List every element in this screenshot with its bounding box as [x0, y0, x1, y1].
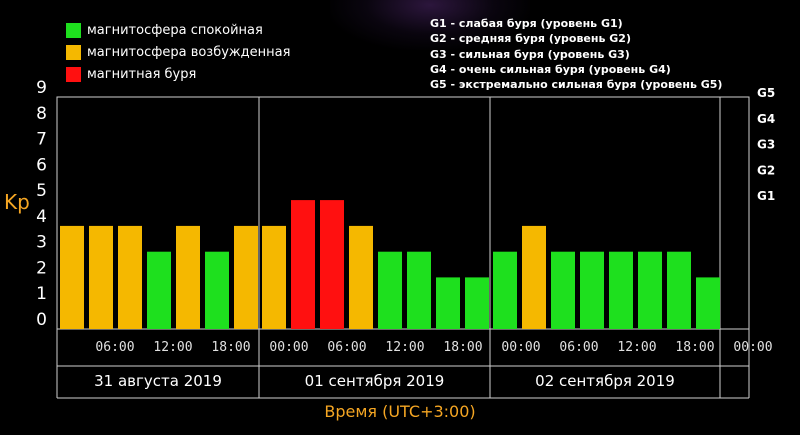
kp-bar	[609, 251, 633, 329]
kp-bar	[696, 277, 720, 329]
x-tick-label: 00:00	[733, 340, 772, 355]
day-label: 02 сентября 2019	[535, 372, 675, 390]
legend-label-storm: магнитная буря	[87, 66, 197, 82]
x-tick-label: 06:00	[559, 340, 598, 355]
g-level-tick-label: G3	[757, 138, 775, 152]
y-tick-label: 3	[36, 233, 47, 253]
kp-bar	[667, 251, 691, 329]
kp-bar	[407, 251, 431, 329]
storm-level-g1: G1 - слабая буря (уровень G1)	[430, 17, 623, 30]
kp-bar	[465, 277, 489, 329]
kp-bar	[176, 225, 200, 329]
x-tick-label: 12:00	[385, 340, 424, 355]
kp-bar	[291, 200, 315, 329]
kp-bar	[638, 251, 662, 329]
kp-bar	[378, 251, 402, 329]
y-axis-label: Kp	[4, 190, 30, 214]
legend-item-excited: магнитосфера возбужденная	[66, 44, 290, 60]
kp-bar	[522, 225, 546, 329]
kp-bar	[60, 225, 84, 329]
y-tick-label: 8	[36, 104, 47, 124]
g-level-tick-label: G1	[757, 189, 775, 203]
g-level-tick-label: G4	[757, 112, 775, 126]
legend-label-quiet: магнитосфера спокойная	[87, 22, 263, 38]
y-tick-label: 4	[36, 207, 47, 227]
x-tick-label: 18:00	[675, 340, 714, 355]
plot-border	[56, 96, 750, 330]
g-level-tick-label: G2	[757, 163, 775, 177]
y-tick-label: 5	[36, 181, 47, 201]
y-tick-label: 7	[36, 130, 47, 150]
y-tick-label: 6	[36, 155, 47, 175]
kp-bar	[493, 251, 517, 329]
y-tick-label: 2	[36, 258, 47, 278]
day-label: 31 августа 2019	[94, 372, 222, 390]
y-tick-label: 0	[36, 310, 47, 330]
kp-bar	[234, 225, 258, 329]
storm-level-g2: G2 - средняя буря (уровень G2)	[430, 32, 631, 46]
legend-item-storm: магнитная буря	[66, 66, 196, 82]
x-tick-label: 06:00	[327, 340, 366, 355]
kp-bar	[320, 200, 344, 329]
day-labels: 31 августа 2019 01 сентября 2019 02 сентяб…	[94, 372, 675, 390]
y-tick-label: 1	[36, 284, 47, 304]
kp-bar	[118, 225, 142, 329]
x-tick-label: 18:00	[211, 340, 250, 355]
g-level-tick-labels: G1 G2 G3 G4 G5	[757, 86, 775, 203]
storm-level-legend: G1 - слабая буря (уровень G1) G2 - средн…	[430, 16, 722, 92]
x-axis-label: Время (UTC+3:00)	[324, 402, 476, 421]
kp-bar	[580, 251, 604, 329]
kp-bar	[262, 225, 286, 329]
kp-bar	[436, 277, 460, 329]
y-tick-labels: 0 1 2 3 4 5 6 7 8 9	[36, 78, 47, 330]
kp-bar	[89, 225, 113, 329]
x-tick-label: 18:00	[443, 340, 482, 355]
x-tick-label: 00:00	[501, 340, 540, 355]
kp-bar	[551, 251, 575, 329]
chart-frame	[56, 96, 750, 399]
legend-swatch-excited	[66, 44, 81, 60]
y-tick-label: 9	[36, 78, 47, 98]
kp-bar	[147, 251, 171, 329]
kp-bar	[205, 251, 229, 329]
g-level-tick-label: G5	[757, 86, 775, 100]
legend-swatch-storm	[66, 66, 81, 82]
legend-swatch-quiet	[66, 22, 81, 38]
chart-bars	[60, 200, 720, 329]
x-tick-labels: 06:00 12:00 18:00 00:00 06:00 12:00 18:00 00:00…	[95, 340, 772, 355]
day-label: 01 сентября 2019	[305, 372, 445, 390]
storm-level-g3: G3 - сильная буря (уровень G3)	[430, 47, 630, 61]
legend-item-quiet: магнитосфера спокойная	[66, 22, 263, 38]
x-tick-label: 00:00	[269, 340, 308, 355]
x-tick-label: 06:00	[95, 340, 134, 355]
x-tick-label: 12:00	[153, 340, 192, 355]
legend-label-excited: магнитосфера возбужденная	[87, 44, 291, 60]
storm-level-g5: G5 - экстремально сильная буря (уровень …	[430, 78, 723, 92]
kp-bar	[349, 225, 373, 329]
storm-level-g4: G4 - очень сильная буря (уровень G4)	[430, 62, 671, 76]
x-tick-label: 12:00	[617, 340, 656, 355]
